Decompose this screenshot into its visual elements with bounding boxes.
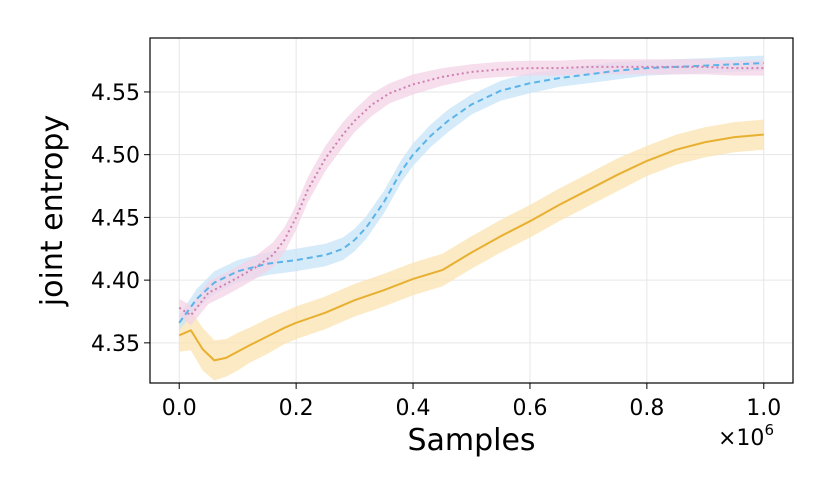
x-tick-label: 0.6 [512,396,547,421]
confidence-bands [179,55,764,381]
y-tick-label: 4.35 [91,332,140,357]
x-axis-ticks: 0.0 0.2 0.4 0.6 0.8 1.0 [162,383,781,421]
y-tick-label: 4.55 [91,81,140,106]
series-yellow-line [178,133,764,362]
x-tick-label: 0.8 [629,396,664,421]
x-axis-multiplier-base: ×10 [718,426,764,451]
x-axis-multiplier-exponent: 6 [764,421,774,439]
series-yellow-band [179,119,764,381]
y-axis-ticks: 4.35 4.40 4.45 4.50 4.55 [91,81,150,357]
series-lines [178,62,764,362]
x-axis-label: Samples [407,423,535,458]
x-tick-label: 0.0 [162,396,197,421]
x-tick-label: 0.4 [396,396,431,421]
series-pink-line [178,65,764,317]
y-tick-label: 4.45 [91,206,140,231]
series-blue-band [179,55,764,331]
y-axis-label: joint entropy [35,115,70,307]
series-blue-line [178,62,764,324]
y-tick-label: 4.40 [91,269,140,294]
x-axis-multiplier: ×106 [718,421,774,451]
x-tick-label: 1.0 [746,396,781,421]
x-tick-label: 0.2 [279,396,314,421]
y-tick-label: 4.50 [91,144,140,169]
plot-frame [149,37,794,384]
